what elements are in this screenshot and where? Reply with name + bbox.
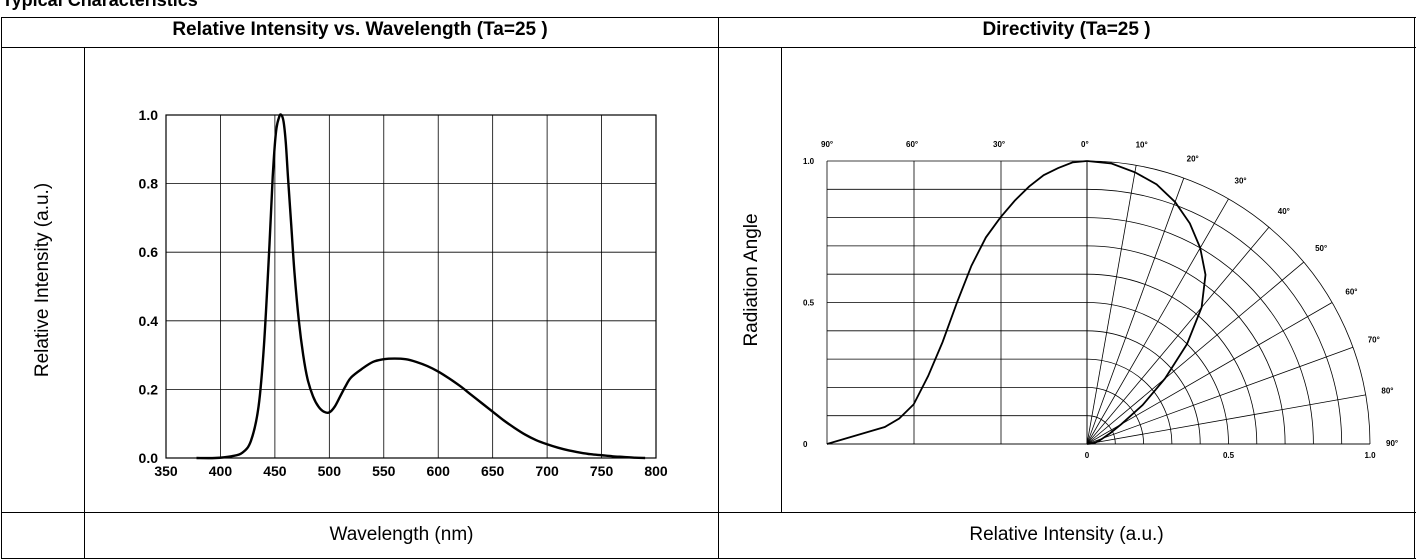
spectrum-plot-frame (165, 114, 657, 459)
directivity-polar-angle-label: 60° (1345, 288, 1357, 297)
table-left-border (1, 17, 2, 559)
table-top-border (1, 17, 1416, 18)
right-chart-xlabel: Relative Intensity (a.u.) (969, 524, 1164, 545)
directivity-polar-arc (1086, 387, 1144, 445)
table-footer-divider (1, 512, 1416, 513)
directivity-polar-radial (1086, 198, 1229, 445)
directivity-polar-curve (1086, 160, 1207, 445)
table-header-divider (1, 47, 1416, 48)
directivity-y-tick-label: 1.0 (803, 157, 815, 166)
directivity-polar-angle-label: 30° (1235, 177, 1247, 186)
left-label-column-divider (84, 47, 85, 559)
directivity-top-angle-label: 0° (1081, 140, 1089, 149)
spectrum-y-tick-label: 0.0 (139, 450, 159, 466)
directivity-top-angle-label: 30° (993, 140, 1005, 149)
directivity-polar-arc (1086, 245, 1286, 445)
directivity-y-tick-label: 0.5 (803, 299, 815, 308)
directivity-polar-radial (1086, 346, 1354, 445)
directivity-polar-angle-label: 50° (1315, 244, 1327, 253)
left-chart-header: Relative Intensity vs. Wavelength (Ta=25… (172, 19, 548, 40)
directivity-polar-radial (1086, 261, 1305, 445)
spectrum-y-tick-label: 0.8 (139, 176, 159, 192)
directivity-x-tick-label: 0.5 (1223, 451, 1235, 460)
spectrum-x-tick-label: 350 (154, 463, 178, 479)
directivity-polar-radial (1086, 302, 1333, 445)
directivity-polar-radial (1086, 165, 1137, 445)
spectrum-series-line (196, 113, 646, 460)
spectrum-x-tick-label: 700 (535, 463, 559, 479)
spectrum-x-tick-label: 550 (372, 463, 396, 479)
directivity-polar-angle-label: 80° (1381, 386, 1393, 395)
directivity-polar-angle-label: 10° (1136, 141, 1148, 150)
directivity-polar-radial (1086, 226, 1270, 445)
directivity-top-angle-label: 90° (821, 140, 833, 149)
directivity-polar-arc (1086, 188, 1343, 445)
directivity-polar-angle-label: 90° (1386, 439, 1398, 448)
directivity-polar-arc (1086, 330, 1201, 445)
directivity-polar-arc (1086, 217, 1314, 445)
directivity-x-tick-label: 1.0 (1364, 451, 1376, 460)
spectrum-x-tick-label: 650 (481, 463, 505, 479)
directivity-x-tick-label: 0 (1085, 451, 1090, 460)
right-label-column-divider (781, 47, 782, 513)
right-chart-header: Directivity (Ta=25 ) (982, 19, 1151, 40)
directivity-polar-angle-label: 70° (1368, 335, 1380, 344)
directivity-y-tick-label: 0 (803, 440, 808, 449)
directivity-polar-radial (1086, 394, 1366, 445)
spectrum-x-tick-label: 400 (209, 463, 233, 479)
directivity-polar-arc (1086, 358, 1173, 445)
directivity-polar-angle-label: 40° (1278, 207, 1290, 216)
spectrum-x-tick-label: 750 (590, 463, 614, 479)
spectrum-x-tick-label: 500 (318, 463, 342, 479)
spectrum-y-tick-label: 0.6 (139, 244, 159, 260)
directivity-top-angle-label: 60° (906, 140, 918, 149)
spectrum-x-tick-label: 600 (427, 463, 451, 479)
spectrum-y-tick-label: 1.0 (139, 107, 159, 123)
directivity-polar-radial (1086, 177, 1185, 445)
spectrum-x-tick-label: 450 (263, 463, 287, 479)
directivity-rect-curve (826, 160, 1088, 445)
directivity-polar-angle-label: 20° (1187, 154, 1199, 163)
page-heading: Typical Characteristics (2, 0, 198, 10)
left-chart-xlabel: Wavelength (nm) (329, 524, 474, 545)
spectrum-y-tick-label: 0.4 (139, 313, 159, 329)
directivity-polar-arc (1086, 273, 1258, 445)
directivity-polar-arc (1086, 160, 1371, 445)
spectrum-x-tick-label: 800 (644, 463, 668, 479)
table-right-border (1414, 17, 1415, 559)
spectrum-y-tick-label: 0.2 (139, 381, 159, 397)
table-center-divider (718, 17, 719, 559)
